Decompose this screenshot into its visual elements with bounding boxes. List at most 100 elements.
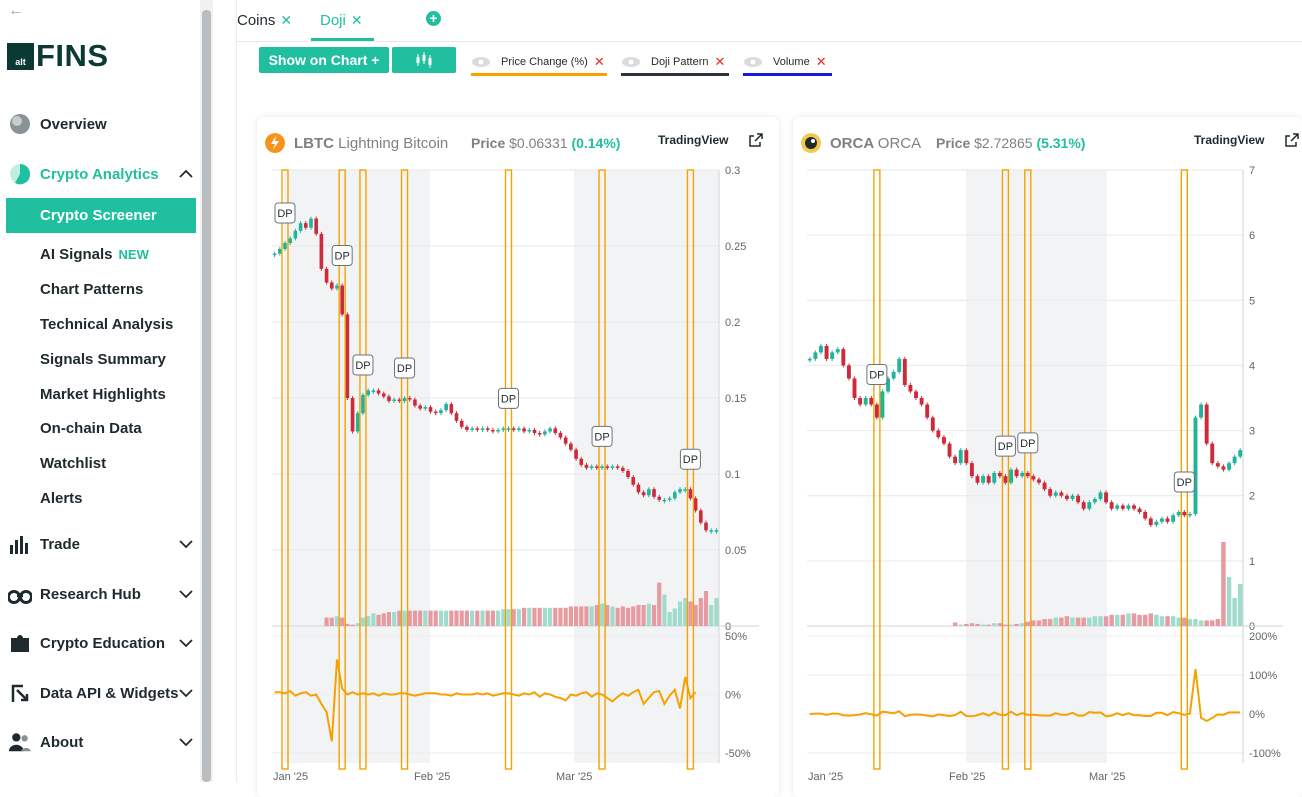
sidebar-item-market-highlights[interactable]: Market Highlights <box>40 386 166 403</box>
nav-trade[interactable]: Trade <box>0 527 200 561</box>
volume-bar <box>1204 620 1209 626</box>
altfins-logo[interactable]: alt FINS <box>7 40 109 71</box>
chevron-down-icon[interactable] <box>178 635 194 651</box>
remove-legend-icon[interactable]: ✕ <box>815 54 827 69</box>
nav-about[interactable]: About <box>0 725 200 759</box>
sidebar-item-ai-signals[interactable]: AI Signals NEW <box>40 246 149 263</box>
panel-header: ORCA ORCA Price $2.72865 (5.31%) Trading… <box>793 133 1302 153</box>
volume-bar <box>381 613 386 626</box>
nav-crypto-analytics[interactable]: Crypto Analytics <box>0 157 200 191</box>
doji-label-box <box>994 435 1016 457</box>
volume-bar <box>646 603 651 626</box>
remove-legend-icon[interactable]: ✕ <box>593 54 605 69</box>
eye-icon[interactable] <box>621 56 641 68</box>
sidebar-scroll-thumb[interactable] <box>202 10 211 782</box>
candle <box>428 407 433 412</box>
sidebar-item-on-chain-data[interactable]: On-chain Data <box>40 420 142 437</box>
pct-tick-label: 50% <box>725 631 747 643</box>
sidebar-item-technical-analysis[interactable]: Technical Analysis <box>40 316 174 333</box>
add-tab-icon[interactable]: + <box>426 11 441 26</box>
volume-bar <box>657 582 662 626</box>
sidebar-item-watchlist[interactable]: Watchlist <box>40 455 107 472</box>
volume-bar <box>516 609 521 626</box>
eye-icon[interactable] <box>471 56 491 68</box>
chevron-down-icon[interactable] <box>178 734 194 750</box>
tradingview-link[interactable]: TradingView <box>658 133 729 147</box>
candle <box>595 466 599 468</box>
candle <box>981 476 986 483</box>
chevron-down-icon[interactable] <box>178 685 194 701</box>
volume-bar <box>958 624 963 626</box>
candle <box>309 218 313 228</box>
candle <box>574 449 578 459</box>
doji-highlight <box>1180 169 1189 770</box>
candle <box>298 223 303 231</box>
volume-bar <box>1193 619 1198 626</box>
volume-bar <box>459 610 464 626</box>
close-tab-icon[interactable]: ✕ <box>280 12 293 28</box>
volume-bar <box>992 623 997 626</box>
tradingview-link[interactable]: TradingView <box>1194 133 1265 147</box>
candle <box>1159 518 1164 522</box>
nav-crypto-education[interactable]: Crypto Education <box>0 626 200 660</box>
candle <box>964 450 969 464</box>
volume-bar <box>454 610 459 626</box>
pie-chart-icon <box>8 162 32 186</box>
nav-data-api-widgets[interactable]: Data API & Widgets <box>0 676 200 710</box>
sidebar-item-alerts[interactable]: Alerts <box>40 490 83 507</box>
eye-icon[interactable] <box>743 56 763 68</box>
chevron-down-icon[interactable] <box>178 536 194 552</box>
price-value: $2.72865 <box>974 135 1033 151</box>
volume-bar <box>371 613 376 626</box>
price-chart[interactable]: 0.3 0.25 0.2 0.15 0.1 0.05 050% 0% -50% DP DP DP DP D… <box>257 160 779 797</box>
candle <box>1176 512 1181 516</box>
doji-label-box <box>866 364 888 386</box>
volume-bar <box>693 605 698 626</box>
legend-price-change[interactable]: Price Change (%) ✕ <box>471 50 607 76</box>
nav-research-hub[interactable]: Research Hub <box>0 577 200 611</box>
show-on-chart-button[interactable]: Show on Chart + <box>259 47 389 73</box>
volume-bar <box>553 607 558 626</box>
tab-doji[interactable]: Doji ✕ <box>320 12 363 29</box>
volume-bar <box>1232 598 1237 626</box>
candle <box>1182 512 1187 516</box>
close-tab-icon[interactable]: ✕ <box>350 12 363 28</box>
tab-coins[interactable]: Coins ✕ <box>237 12 292 29</box>
candle <box>1171 515 1176 522</box>
candle <box>589 466 594 468</box>
expand-icon[interactable] <box>1285 133 1299 147</box>
volume-bar <box>449 610 454 626</box>
candle <box>1048 489 1053 496</box>
candle <box>584 464 589 468</box>
sidebar-item-signals-summary[interactable]: Signals Summary <box>40 351 166 368</box>
chart-type-button[interactable] <box>392 47 456 73</box>
volume-bar <box>1031 620 1036 626</box>
candle <box>423 407 428 409</box>
legend-volume[interactable]: Volume ✕ <box>743 50 832 76</box>
doji-label: DP <box>998 441 1013 453</box>
nav-overview[interactable]: Overview <box>0 107 200 141</box>
legend-doji-pattern[interactable]: Doji Pattern ✕ <box>621 50 729 76</box>
chevron-up-icon[interactable] <box>178 166 194 182</box>
volume-bar <box>329 617 334 626</box>
candle <box>392 399 396 402</box>
candle <box>397 399 402 402</box>
active-tab-indicator <box>311 38 374 41</box>
expand-icon[interactable] <box>749 133 763 147</box>
coin-name: Lightning Bitcoin <box>338 135 449 152</box>
sidebar-item-chart-patterns[interactable]: Chart Patterns <box>40 281 144 298</box>
remove-legend-icon[interactable]: ✕ <box>714 54 726 69</box>
volume-bar <box>568 606 573 626</box>
candle <box>852 378 857 398</box>
doji-label: DP <box>683 454 698 466</box>
price-label: Price <box>936 135 971 151</box>
candle <box>1148 518 1153 526</box>
volume-bar <box>1198 620 1204 626</box>
back-arrow-icon[interactable]: ← <box>8 2 24 19</box>
volume-bar <box>1075 617 1081 626</box>
price-tick-label: 0.05 <box>725 545 746 557</box>
sidebar-item-crypto-screener[interactable]: Crypto Screener <box>6 198 196 233</box>
candle <box>641 492 646 496</box>
chevron-down-icon[interactable] <box>178 586 194 602</box>
